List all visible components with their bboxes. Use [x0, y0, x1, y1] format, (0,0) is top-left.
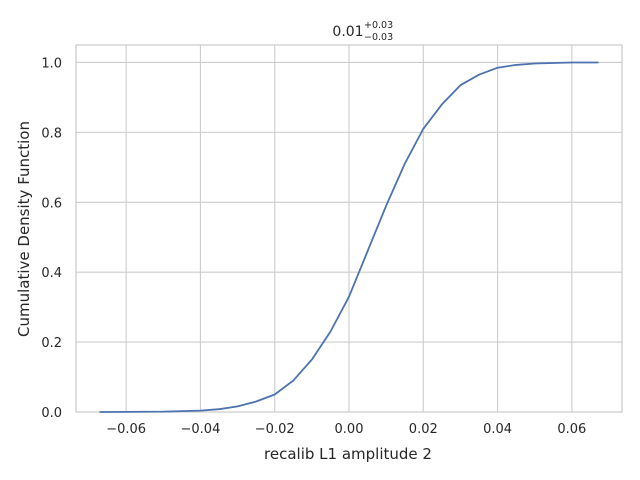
x-tick-label: 0.06 [557, 422, 586, 437]
x-tick-label: 0.02 [409, 422, 438, 437]
grid [76, 45, 622, 413]
series-layer [99, 61, 599, 413]
x-tick-label: 0.04 [483, 422, 512, 437]
chart-title: 0.01 [332, 24, 363, 40]
plot-frame [75, 44, 623, 413]
y-tick-labels: 0.0 0.2 0.4 0.6 0.8 1.0 [41, 56, 62, 421]
title-subscript: −0.03 [364, 32, 393, 43]
title-superscript: +0.03 [364, 20, 393, 31]
y-tick-label: 0.8 [41, 126, 62, 141]
y-tick-label: 0.0 [41, 406, 62, 421]
y-tick-label: 0.4 [41, 266, 62, 281]
y-tick-label: 0.6 [41, 196, 62, 211]
y-axis-label: Cumulative Density Function [15, 121, 33, 337]
cdf-line [99, 61, 599, 413]
y-tick-label: 0.2 [41, 336, 62, 351]
x-tick-label: −0.06 [106, 422, 146, 437]
x-tick-labels: −0.06 −0.04 −0.02 0.00 0.02 0.04 0.06 [106, 422, 586, 437]
x-tick-label: −0.04 [181, 422, 221, 437]
x-tick-label: −0.02 [255, 422, 295, 437]
x-tick-label: 0.00 [335, 422, 364, 437]
x-axis-label: recalib L1 amplitude 2 [264, 445, 432, 463]
title-value: 0.01 [332, 24, 363, 40]
y-tick-label: 1.0 [41, 56, 62, 71]
